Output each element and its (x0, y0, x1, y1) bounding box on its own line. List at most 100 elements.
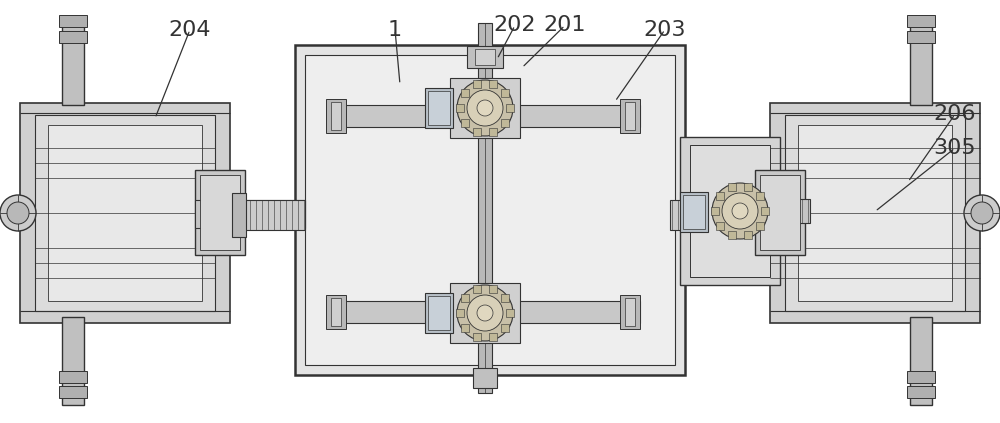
Bar (620, 99, 640, 133)
Bar (756, 192, 764, 201)
Bar (770, 103, 980, 323)
Bar (907, 386, 935, 398)
Bar (195, 170, 245, 255)
Bar (461, 324, 469, 332)
Bar (331, 298, 341, 326)
Bar (330, 301, 640, 323)
Bar (680, 137, 780, 285)
Bar (625, 298, 635, 326)
Bar (59, 31, 87, 43)
Bar (461, 294, 469, 302)
Bar (240, 200, 305, 230)
Bar (501, 119, 509, 127)
Bar (195, 200, 305, 228)
Bar (62, 317, 84, 405)
Circle shape (457, 80, 513, 136)
Bar (728, 231, 736, 239)
Circle shape (467, 90, 503, 126)
Circle shape (467, 295, 503, 331)
Circle shape (477, 100, 493, 116)
Bar (461, 119, 469, 127)
Bar (450, 283, 520, 343)
Bar (907, 15, 935, 27)
Bar (489, 285, 497, 293)
Bar (473, 128, 481, 136)
Bar (428, 296, 450, 330)
Bar (20, 103, 230, 323)
Bar (305, 55, 675, 365)
Bar (625, 102, 635, 130)
Bar (620, 295, 640, 329)
Text: 204: 204 (169, 19, 211, 40)
Bar (456, 309, 464, 317)
Bar (461, 89, 469, 97)
Text: 203: 203 (644, 19, 686, 40)
Circle shape (477, 305, 493, 321)
Bar (59, 371, 87, 383)
Bar (683, 195, 705, 229)
Text: 201: 201 (544, 15, 586, 36)
Circle shape (732, 203, 748, 219)
Bar (680, 192, 708, 232)
Bar (467, 46, 503, 68)
Bar (456, 104, 464, 112)
Bar (425, 293, 453, 333)
Bar (330, 105, 640, 127)
Bar (506, 104, 514, 112)
Circle shape (7, 202, 29, 224)
Bar (690, 145, 770, 277)
Circle shape (971, 202, 993, 224)
Bar (425, 88, 453, 128)
Bar (473, 80, 481, 88)
Bar (473, 368, 497, 388)
Circle shape (722, 193, 758, 229)
Bar (295, 45, 685, 375)
Bar (59, 386, 87, 398)
Bar (478, 23, 492, 393)
Bar (910, 317, 932, 405)
Text: 1: 1 (388, 19, 402, 40)
Bar (711, 207, 719, 215)
Bar (59, 15, 87, 27)
Bar (62, 17, 84, 105)
Bar (489, 128, 497, 136)
Bar (730, 193, 744, 237)
Bar (326, 99, 346, 133)
Circle shape (712, 183, 768, 239)
Text: 202: 202 (494, 15, 536, 36)
Bar (756, 222, 764, 230)
Bar (489, 333, 497, 341)
Bar (907, 371, 935, 383)
Bar (200, 175, 240, 250)
Circle shape (0, 195, 36, 231)
Bar (670, 200, 735, 230)
Bar (501, 294, 509, 302)
Bar (761, 207, 769, 215)
Bar (473, 285, 481, 293)
Bar (785, 115, 965, 311)
Bar (428, 91, 450, 125)
Bar (740, 199, 810, 223)
Circle shape (457, 285, 513, 341)
Bar (760, 175, 800, 250)
Bar (744, 231, 752, 239)
Bar (755, 170, 805, 255)
Bar (473, 333, 481, 341)
Bar (728, 183, 736, 191)
Bar (910, 17, 932, 105)
Bar (744, 183, 752, 191)
Text: 206: 206 (934, 104, 976, 124)
Bar (798, 125, 952, 301)
Bar (450, 78, 520, 138)
Bar (475, 49, 495, 65)
Bar (489, 80, 497, 88)
Circle shape (964, 195, 1000, 231)
Bar (48, 125, 202, 301)
Bar (232, 193, 246, 237)
Bar (501, 89, 509, 97)
Bar (35, 115, 215, 311)
Bar (501, 324, 509, 332)
Bar (716, 192, 724, 201)
Bar (716, 222, 724, 230)
Bar (331, 102, 341, 130)
